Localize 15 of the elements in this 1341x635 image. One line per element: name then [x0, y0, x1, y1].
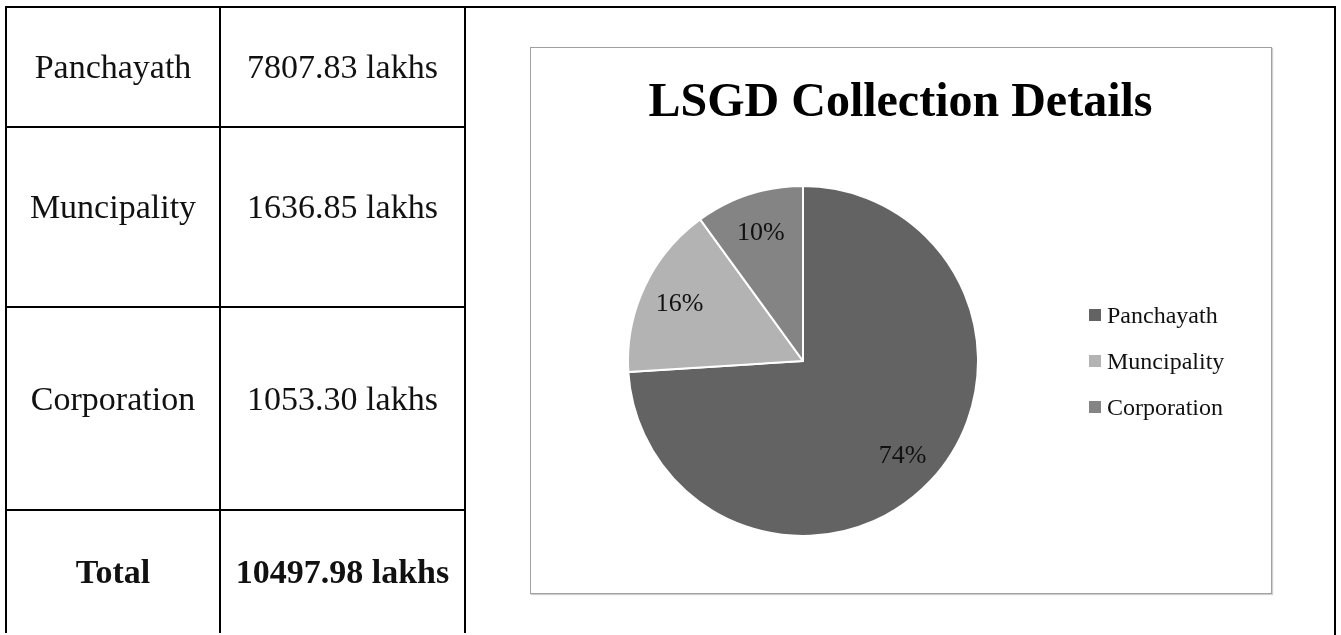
data-label: 10% [736, 216, 785, 246]
text: Corporation [30, 379, 196, 417]
text: Muncipality [29, 188, 197, 225]
text: 10497.98 lakhs [235, 553, 450, 590]
legend-label: Panchayath [1107, 302, 1218, 328]
legend-label: Corporation [1107, 394, 1223, 420]
chart-title: LSGD Collection Details [648, 72, 1153, 126]
text: 7807.83 lakhs [247, 48, 438, 85]
data-label: 74% [878, 439, 927, 469]
legend-label: Muncipality [1107, 348, 1225, 374]
text: 1636.85 lakhs [247, 188, 438, 225]
text: 1053.30 lakhs [247, 379, 438, 417]
data-label: 16% [655, 288, 704, 318]
text: Panchayath [34, 48, 192, 85]
text: Total [75, 553, 151, 590]
